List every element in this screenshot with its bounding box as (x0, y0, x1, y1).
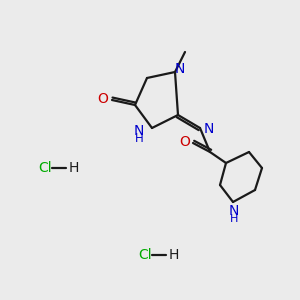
Text: O: O (180, 135, 190, 149)
Text: N: N (204, 122, 214, 136)
Text: Cl: Cl (38, 161, 52, 175)
Text: H: H (230, 214, 238, 224)
Text: Cl: Cl (138, 248, 152, 262)
Text: H: H (69, 161, 79, 175)
Text: N: N (134, 124, 144, 138)
Text: H: H (169, 248, 179, 262)
Text: H: H (135, 133, 143, 146)
Text: N: N (175, 62, 185, 76)
Text: O: O (98, 92, 108, 106)
Text: N: N (229, 204, 239, 218)
